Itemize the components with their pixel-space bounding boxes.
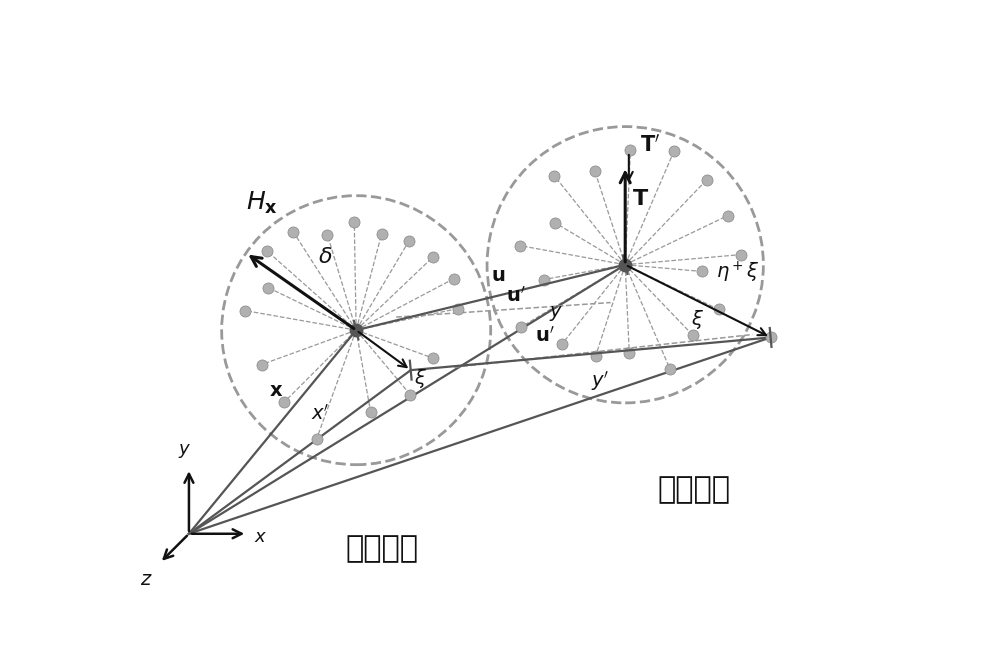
Text: $y$: $y$	[549, 304, 563, 323]
Text: $y$: $y$	[178, 442, 191, 459]
Text: 当前构型: 当前构型	[658, 476, 731, 504]
Text: $\eta^+\xi$: $\eta^+\xi$	[716, 259, 760, 285]
Text: $\mathbf{T}'$: $\mathbf{T}'$	[640, 134, 660, 156]
Text: $\mathbf{x}$: $\mathbf{x}$	[269, 381, 283, 400]
Text: $\xi$: $\xi$	[691, 308, 704, 330]
Text: $\mathbf{u}$: $\mathbf{u}$	[491, 266, 505, 285]
Text: $z$: $z$	[140, 570, 153, 589]
Text: $\delta$: $\delta$	[318, 247, 332, 268]
Text: $x'$: $x'$	[311, 404, 329, 424]
Text: $x$: $x$	[254, 528, 268, 547]
Text: $\xi$: $\xi$	[414, 366, 427, 389]
Text: 初始构型: 初始构型	[345, 534, 418, 563]
Text: $\mathbf{T}$: $\mathbf{T}$	[632, 189, 650, 210]
Text: $H_\mathbf{x}$: $H_\mathbf{x}$	[246, 190, 278, 216]
Text: $y'$: $y'$	[591, 369, 609, 393]
Text: $\mathbf{u}'$: $\mathbf{u}'$	[506, 286, 526, 306]
Text: $\mathbf{u}'$: $\mathbf{u}'$	[535, 325, 555, 345]
